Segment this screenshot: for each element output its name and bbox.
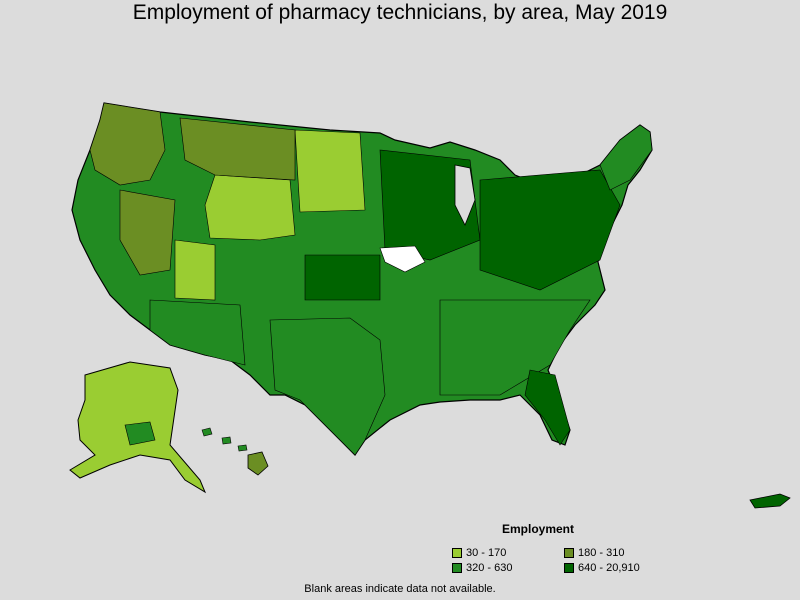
legend-swatch-1 [452,548,462,558]
southeast-region [439,299,591,396]
great-lakes [454,164,476,226]
data-availability-note: Blank areas indicate data not available. [304,583,496,595]
legend-title: Employment [501,522,574,536]
legend-label-2: 180 - 310 [578,547,625,559]
nevada-region [119,189,176,276]
legend-label-4: 640 - 20,910 [578,562,640,574]
hawaii-big-island [247,451,269,476]
no-data-area [379,245,426,273]
legend-item-2: 180 - 310 [564,546,624,560]
texas-region [269,317,386,456]
legend-item-4: 640 - 20,910 [564,561,640,575]
northwest-region [89,102,166,186]
legend-swatch-2 [564,548,574,558]
legend-item-1: 30 - 170 [452,546,506,560]
alaska-south-area [124,421,156,446]
montana-region [179,117,296,181]
florida-region [524,369,571,446]
puerto-rico [749,493,791,509]
legend-label-3: 320 - 630 [466,562,513,574]
new-england-region [599,124,653,191]
utah-region [174,239,216,301]
dakotas-region [294,129,366,213]
kansas-region [304,254,381,301]
legend-item-3: 320 - 630 [452,561,512,575]
hawaii-islands [201,427,248,452]
legend-swatch-3 [452,563,462,573]
legend-label-1: 30 - 170 [466,547,507,559]
legend-swatch-4 [564,563,574,573]
east-region [479,169,621,291]
map-title: Employment of pharmacy technicians, by a… [132,1,668,24]
southwest-region [149,299,246,366]
mountain-region [204,174,296,241]
legend: Employment 30 - 170 180 - 310 320 - 630 … [448,520,688,580]
